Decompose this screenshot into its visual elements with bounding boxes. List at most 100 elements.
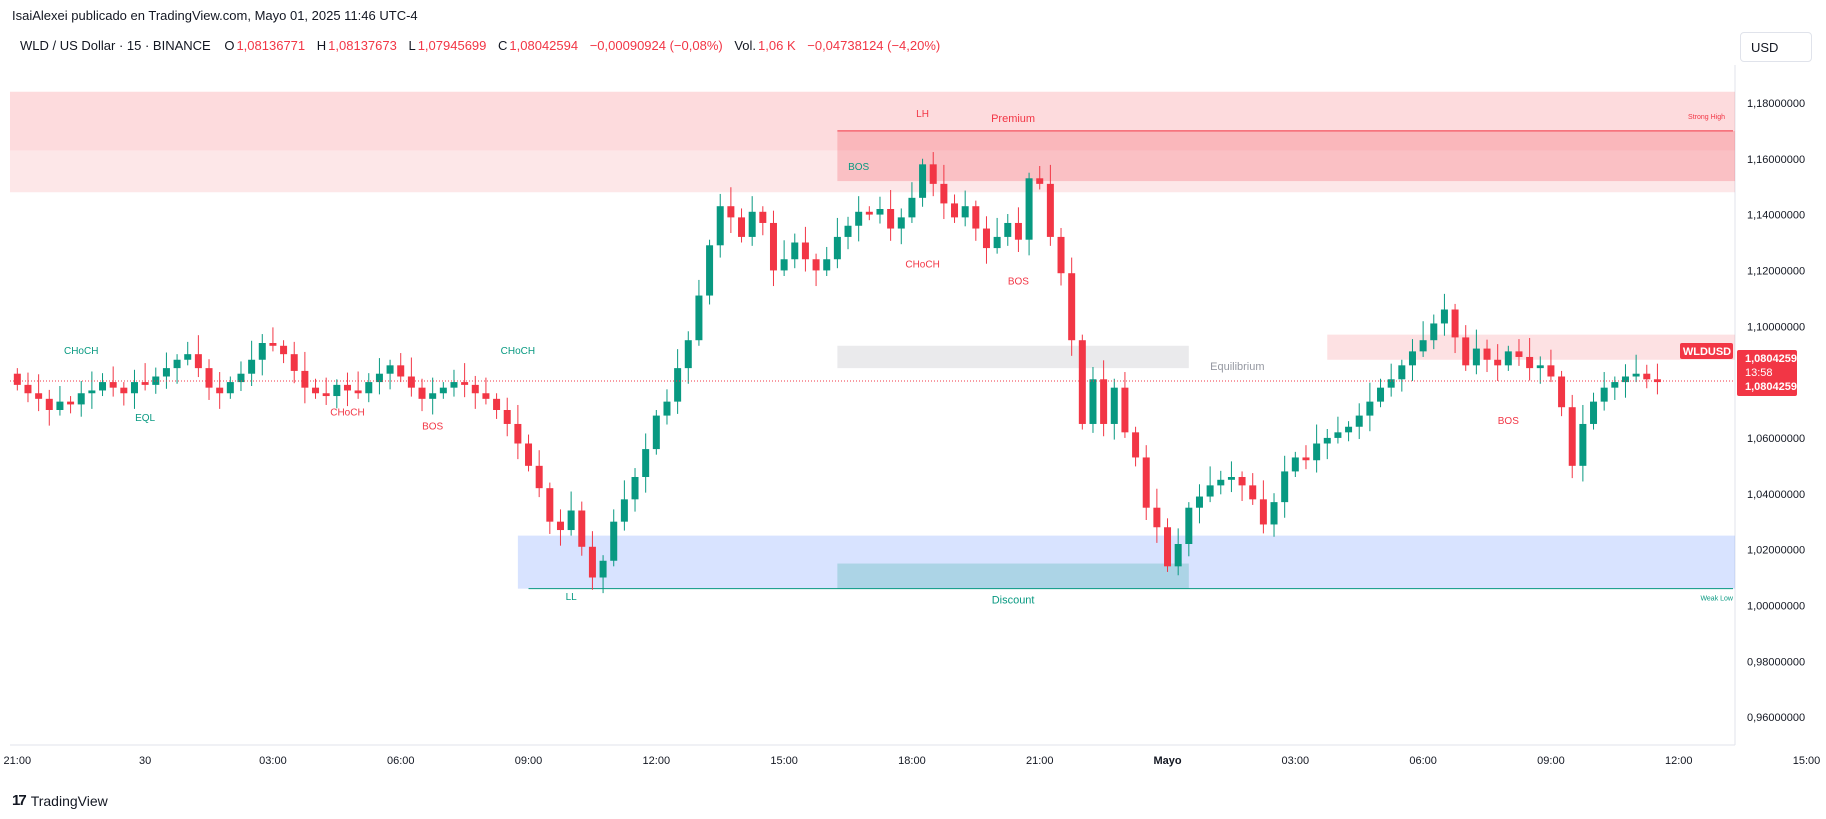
y-tick-label: 0,98000000 <box>1747 656 1805 668</box>
candle <box>1494 359 1502 366</box>
x-tick-label: 03:00 <box>259 755 287 767</box>
candle <box>1515 351 1523 357</box>
x-tick-label: 18:00 <box>898 755 926 767</box>
structure-label: BOS <box>1008 276 1029 287</box>
candle <box>1068 273 1076 341</box>
candle <box>1643 373 1651 380</box>
candle <box>588 546 596 578</box>
y-tick-label: 1,02000000 <box>1747 545 1805 557</box>
y-tick-label: 1,04000000 <box>1747 489 1805 501</box>
structure-label: BOS <box>422 422 443 433</box>
structure-label: CHoCH <box>330 408 364 419</box>
candle <box>982 228 990 249</box>
candle <box>1472 348 1480 366</box>
candle <box>1377 387 1385 402</box>
candle <box>407 376 415 388</box>
candle <box>1238 477 1246 486</box>
candle <box>631 477 639 500</box>
equilibrium-zone <box>837 345 1189 369</box>
last-price-close: 1,08042594 <box>1745 381 1804 393</box>
candle <box>216 387 224 394</box>
candle <box>173 359 181 369</box>
x-tick-label: 09:00 <box>515 755 543 767</box>
candle <box>684 340 692 369</box>
structure-label: LL <box>566 592 578 603</box>
candle <box>386 365 394 374</box>
x-tick-label: 21:00 <box>1026 755 1054 767</box>
x-tick-label: 15:00 <box>1793 755 1821 767</box>
candle <box>940 183 948 204</box>
candle <box>45 398 53 410</box>
candle <box>919 164 927 198</box>
candle <box>67 401 75 405</box>
x-tick-label: 06:00 <box>1409 755 1437 767</box>
premium-zone <box>10 91 1735 151</box>
candle <box>855 211 863 226</box>
structure-label: LH <box>916 109 929 120</box>
candle <box>1408 351 1416 366</box>
candle <box>695 295 703 341</box>
candle <box>929 164 937 184</box>
candle <box>375 373 383 383</box>
candle <box>993 236 1001 249</box>
currency-selector[interactable]: USD <box>1740 32 1812 62</box>
candle <box>290 354 298 371</box>
low-label: L <box>408 38 416 53</box>
candle <box>1036 178 1044 184</box>
candle <box>354 390 362 394</box>
candle <box>1483 348 1491 360</box>
candle <box>99 382 107 391</box>
x-tick-label: Mayo <box>1153 755 1181 767</box>
candle <box>1440 309 1448 324</box>
candle <box>823 259 831 271</box>
candle <box>759 211 767 223</box>
candle <box>546 488 554 522</box>
tradingview-brand[interactable]: 17 TradingView <box>12 792 108 809</box>
structure-label: CHoCH <box>501 346 535 357</box>
premium-label: Premium <box>991 113 1035 125</box>
high-value: 1,08137673 <box>328 38 397 53</box>
candle <box>908 197 916 218</box>
candle <box>1345 426 1353 433</box>
candle <box>876 209 884 215</box>
candle <box>748 211 756 237</box>
candle <box>1195 496 1203 508</box>
candle <box>769 222 777 271</box>
candle <box>322 393 330 397</box>
y-tick-label: 0,96000000 <box>1747 712 1805 724</box>
volume-label: Vol. <box>734 38 757 53</box>
candle <box>642 449 650 477</box>
candle <box>1249 485 1257 500</box>
equilibrium-label: Equilibrium <box>1210 361 1264 373</box>
candle <box>312 387 320 394</box>
candle <box>1621 376 1629 383</box>
candle <box>120 387 128 394</box>
candle <box>1323 437 1331 444</box>
candle <box>525 443 533 466</box>
candle <box>248 359 256 374</box>
candle <box>865 211 873 215</box>
x-tick-label: 09:00 <box>1537 755 1565 767</box>
x-tick-label: 12:00 <box>1665 755 1693 767</box>
symbol-title[interactable]: WLD / US Dollar · 15 · BINANCE <box>20 38 211 53</box>
candle <box>269 343 277 346</box>
candle <box>1632 373 1640 377</box>
candle <box>674 368 682 402</box>
candle <box>471 384 479 394</box>
candle <box>1057 236 1065 274</box>
candle <box>801 242 809 260</box>
last-price-badge <box>1737 349 1797 396</box>
structure-label: BOS <box>1498 416 1519 427</box>
order-block-bear <box>837 130 1735 182</box>
candle <box>812 259 820 271</box>
candle <box>1600 387 1608 402</box>
volume-change: −0,04738124 (−4,20%) <box>807 38 941 53</box>
strong-high-label: Strong High <box>1688 114 1725 121</box>
candle <box>535 465 543 489</box>
candle <box>1590 401 1598 424</box>
candle <box>716 206 724 246</box>
candle <box>610 521 618 561</box>
candle <box>1110 387 1118 424</box>
candle <box>599 560 607 578</box>
